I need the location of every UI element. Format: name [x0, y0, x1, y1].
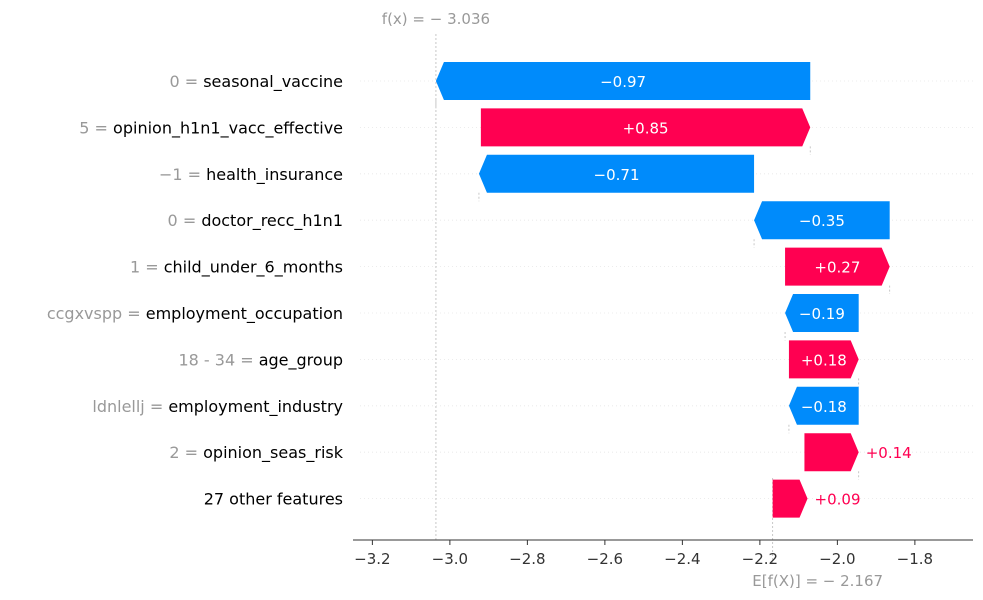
feature-name: doctor_recc_h1n1 — [201, 211, 343, 231]
bar-value-label: +0.18 — [801, 351, 847, 369]
bar-opinion-seas-risk — [804, 433, 859, 472]
feature-name: opinion_seas_risk — [203, 443, 344, 463]
x-tick-label: −2.8 — [509, 550, 545, 568]
bar-seasonal-vaccine — [435, 62, 811, 100]
feature-value: 2 = — [169, 443, 203, 462]
feature-label: ldnlellj = employment_industry — [92, 397, 343, 417]
bar-employment-occupation — [785, 294, 859, 332]
bars — [435, 62, 890, 518]
feature-value: 18 - 34 = — [178, 350, 258, 369]
bar-age-group — [788, 340, 859, 379]
bar-value-label: −0.71 — [594, 166, 640, 184]
feature-name: age_group — [259, 350, 343, 370]
feature-value: ldnlellj = — [92, 397, 168, 416]
bar-health-insurance — [478, 154, 755, 193]
bar-employment-industry — [788, 386, 859, 425]
x-axis: −3.2 −3.0 −2.8 −2.6 −2.4 −2.2 −2.0 −1.8 — [353, 539, 973, 568]
feature-label: 0 = seasonal_vaccine — [169, 72, 343, 92]
x-tick-label: −2.2 — [742, 550, 778, 568]
x-tick-label: −2.6 — [587, 550, 623, 568]
bar-opinion-h1n1-vacc-effective — [480, 108, 811, 147]
expected-value-label: E[f(X)] = − 2.167 — [752, 572, 883, 590]
bar-value-label: +0.09 — [815, 491, 861, 509]
bar-child-under-6-months — [785, 247, 890, 286]
feature-label: 2 = opinion_seas_risk — [169, 443, 343, 463]
bar-value-label: −0.18 — [801, 398, 847, 416]
bar-27-other-features — [772, 479, 808, 518]
feature-label: ccgxvspp = employment_occupation — [47, 304, 343, 324]
feature-value: 5 = — [79, 118, 113, 137]
feature-name: health_insurance — [206, 165, 343, 185]
x-tick-label: −3.2 — [354, 550, 390, 568]
feature-name: opinion_h1n1_vacc_effective — [113, 118, 343, 138]
feature-label: −1 = health_insurance — [159, 165, 343, 185]
feature-name: employment_industry — [168, 397, 343, 417]
feature-name: child_under_6_months — [164, 258, 343, 278]
fx-label: f(x) = − 3.036 — [382, 10, 490, 28]
bar-value-label: −0.35 — [799, 212, 845, 230]
bar-value-label: +0.14 — [866, 444, 912, 462]
feature-label: 27 other features — [204, 490, 343, 509]
x-tick-label: −3.0 — [432, 550, 468, 568]
feature-label: 18 - 34 = age_group — [178, 350, 343, 370]
x-tick-label: −2.0 — [819, 550, 855, 568]
bar-value-label: −0.19 — [799, 305, 845, 323]
feature-value: 0 = — [168, 211, 202, 230]
feature-label: 1 = child_under_6_months — [130, 258, 343, 278]
feature-label: 0 = doctor_recc_h1n1 — [168, 211, 343, 231]
bar-doctor-recc-h1n1 — [754, 201, 890, 240]
feature-value: ccgxvspp = — [47, 304, 146, 323]
bar-value-label: −0.97 — [600, 73, 646, 91]
feature-labels: 0 = seasonal_vaccine −0.97 5 = opinion_h1n… — [47, 72, 912, 509]
bar-value-label: +0.85 — [623, 119, 669, 137]
x-tick-label: −1.8 — [897, 550, 933, 568]
x-tick-label: −2.4 — [664, 550, 700, 568]
feature-value: 0 = — [169, 72, 203, 91]
feature-name: 27 other features — [204, 490, 343, 509]
feature-value: 1 = — [130, 258, 164, 277]
feature-name: employment_occupation — [146, 304, 343, 324]
feature-value: −1 = — [159, 165, 206, 184]
reference-lines — [435, 34, 891, 566]
feature-name: seasonal_vaccine — [203, 72, 343, 92]
feature-label: 5 = opinion_h1n1_vacc_effective — [79, 118, 343, 138]
bar-value-label: +0.27 — [814, 259, 860, 277]
